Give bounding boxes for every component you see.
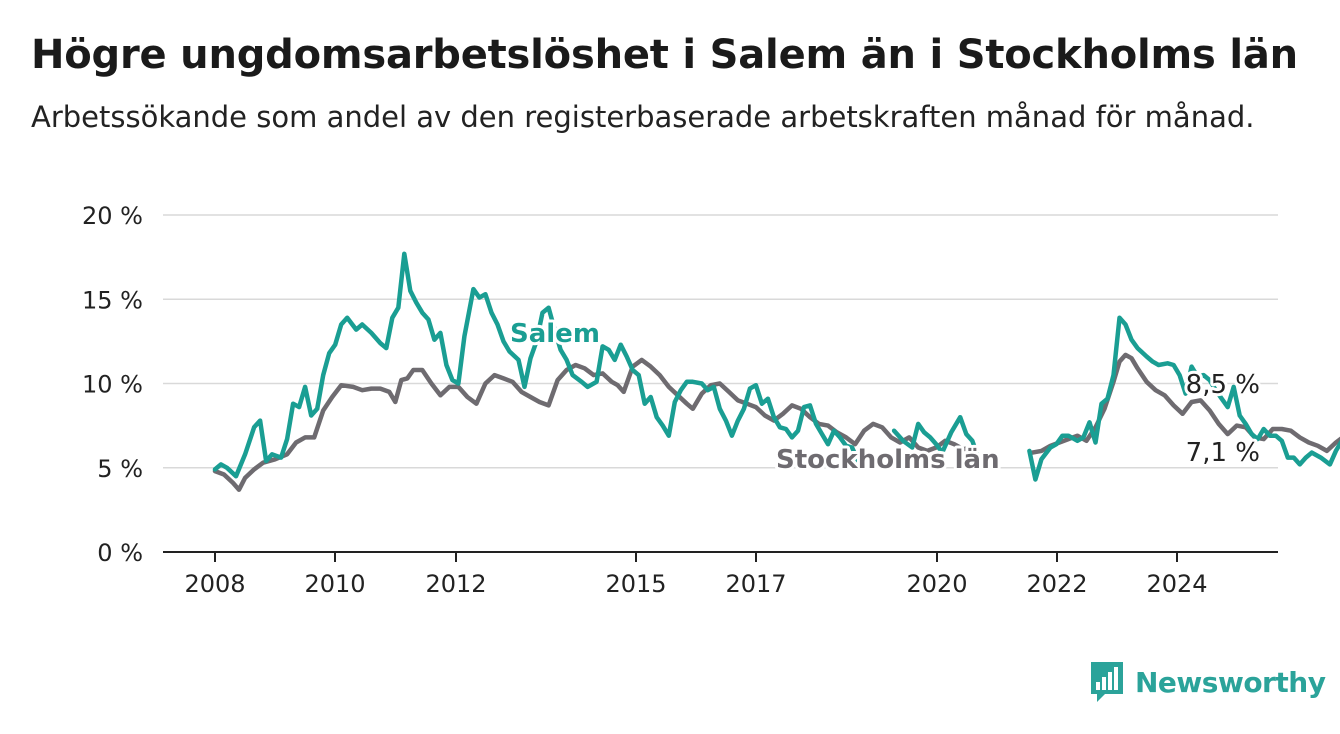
x-tick-label: 2017 <box>725 570 786 598</box>
brand-name: Newsworthy <box>1135 665 1326 699</box>
y-tick-label: 15 % <box>82 286 143 314</box>
x-tick-label: 2022 <box>1026 570 1087 598</box>
x-tick-label: 2012 <box>425 570 486 598</box>
x-tick-label: 2020 <box>906 570 967 598</box>
series-label-stockholms-lan: Stockholms län <box>776 445 1000 475</box>
series-lines <box>212 251 1340 492</box>
series-line-stockholms-lan <box>1030 352 1340 455</box>
x-tick-label: 2015 <box>605 570 666 598</box>
x-tick-label: 2010 <box>304 570 365 598</box>
newsworthy-logo-icon <box>1091 662 1123 702</box>
series-label-salem: Salem <box>510 319 600 349</box>
brand: Newsworthy <box>1089 660 1326 704</box>
y-tick-label: 0 % <box>97 539 143 567</box>
series-line-salem <box>1027 315 1340 482</box>
y-tick-label: 10 % <box>82 371 143 399</box>
x-tick-label: 2008 <box>184 570 245 598</box>
x-tick-label: 2024 <box>1146 570 1207 598</box>
series-line-salem <box>891 414 981 460</box>
series-labels: Salem Stockholms län 8,5 % 7,1 % <box>507 316 1263 478</box>
chart-subtitle: Arbetssökande som andel av den registerb… <box>31 100 1255 134</box>
y-tick-label: 20 % <box>82 202 143 230</box>
chart-title: Högre ungdomsarbetslöshet i Salem än i S… <box>31 32 1298 78</box>
x-axis-ticks: 2008 2010 2012 2015 2017 2020 2022 2024 <box>184 552 1208 598</box>
y-axis-ticks: 0 % 5 % 10 % 15 % 20 % <box>82 202 143 567</box>
series-line-stockholms-lan <box>212 357 975 492</box>
series-line-salem <box>212 251 861 479</box>
end-value-label-stockholms-lan: 7,1 % <box>1186 438 1260 468</box>
end-value-label-salem: 8,5 % <box>1186 370 1260 400</box>
y-tick-label: 5 % <box>97 455 143 483</box>
